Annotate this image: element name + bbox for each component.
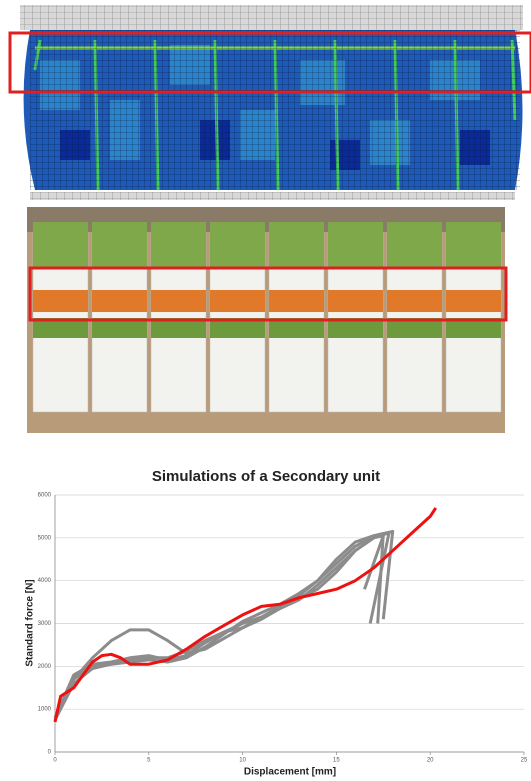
chart-title: Simulations of a Secondary unit [152,468,380,485]
page: {"chart_data": {"type": "line", "title":… [0,0,531,781]
y-tick-label: 0 [48,750,52,756]
carton-band [387,290,442,312]
carton-top [92,222,147,267]
carton-band [92,290,147,312]
x-tick-label: 20 [427,758,434,764]
carton-top [210,222,265,267]
carton-top [269,222,324,267]
carton-band [151,290,206,312]
carton-band [33,290,88,312]
x-tick-label: 15 [333,758,340,764]
carton-top [33,222,88,267]
y-tick-label: 5000 [38,535,52,541]
x-axis-label: Displacement [mm] [244,767,336,778]
photo-image [27,207,506,433]
carton-top [151,222,206,267]
y-tick-label: 3000 [38,621,52,627]
carton-band [269,290,324,312]
x-tick-label: 10 [239,758,246,764]
carton-top [328,222,383,267]
y-tick-label: 6000 [38,493,52,499]
y-tick-label: 4000 [38,578,52,584]
carton-top [387,222,442,267]
y-tick-label: 1000 [38,707,52,713]
x-tick-label: 5 [147,758,151,764]
carton-top [446,222,501,267]
x-tick-label: 25 [521,758,528,764]
carton-band [210,290,265,312]
carton-band [328,290,383,312]
figure: Simulations of a Secondary unit Displace… [0,0,531,781]
x-tick-label: 0 [53,758,57,764]
carton-band [446,290,501,312]
simulation-image [10,5,531,200]
y-tick-label: 2000 [38,664,52,670]
y-axis-label: Standard force [N] [25,579,36,666]
